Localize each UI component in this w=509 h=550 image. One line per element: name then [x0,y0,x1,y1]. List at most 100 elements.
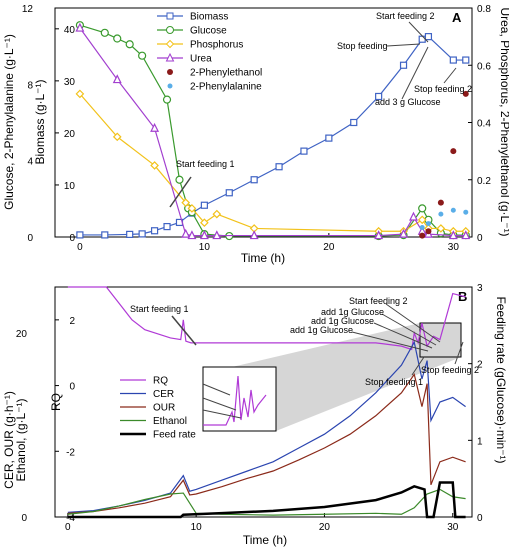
data-point-urea [181,228,191,238]
data-point-2-phenylalanine [438,211,444,217]
data-point-biomass [101,231,109,239]
data-point-glucose [100,28,109,37]
ann-b-add-glucose-1: add 1g Glucose [321,307,384,317]
ann-a-add-glucose-arrow [401,46,429,100]
data-point-phosphorus [181,198,191,207]
data-point-phosphorus [212,209,222,219]
y-left-inner-tick-label: 2 [69,316,75,327]
y-left-outer-tick-label: 0 [27,233,33,244]
panel-a-ylabel-left: Glucose, 2-Phenylalanine (g·L⁻¹) [2,34,16,210]
panel-a-chart: A Time (h) Glucose, 2-Phenylalanine (g·L… [2,4,509,265]
panel-a-ylabel-biomass: Biomass (g·L⁻¹) [33,79,47,164]
y-left-inner-tick-label: 0 [69,382,75,393]
ann-b-add-glucose-2-arrow [373,322,433,349]
data-point-biomass [449,56,457,64]
data-point-phosphorus [75,89,85,99]
y-left-outer-tick-label: 8 [27,80,33,91]
legend-item-our: OUR [120,403,175,414]
ann-a-stop-feeding-2: Stop feeding 2 [414,84,472,94]
y-left-inner-tick-label: -4 [66,513,75,524]
ann-b-start-feeding-2: Start feeding 2 [349,296,408,306]
legend-label-glucose: Glucose [190,26,227,37]
legend-marker-2-phenylethanol [167,69,173,75]
zoom-inset-arrow-3 [202,409,242,419]
data-point-2-phenylalanine [425,221,431,227]
legend-item-2-phenylethanol: 2-Phenylethanol [167,68,262,79]
data-point-urea [461,230,471,240]
series-line-phosphorus [79,93,466,232]
data-point-biomass [424,33,433,41]
y-right-tick-label: 0 [477,513,483,524]
x-tick-label: 10 [191,522,203,533]
y-left-inner-tick-label: 30 [64,77,76,88]
data-point-biomass [200,201,208,209]
data-point-glucose [138,51,147,60]
zoom-inset-arrow-1 [202,383,231,396]
data-point-urea [448,230,458,240]
series-line-biomass [79,35,466,236]
ann-a-start-feeding-2: Start feeding 2 [376,11,435,21]
y-right-tick-label: 0.8 [477,4,491,15]
data-point-phosphorus [112,132,122,142]
panel-a-label: A [452,10,462,25]
zoom-projection [232,323,461,431]
zoom-inset-rq-line [203,375,267,426]
data-point-biomass [325,134,333,142]
y-left-inner-tick-label: 0 [69,233,75,244]
legend-item-biomass: Biomass [157,12,228,23]
legend-item-urea: Urea [157,52,212,65]
legend-label-biomass: Biomass [190,12,228,23]
panel-b-frame [54,286,473,518]
x-tick-label: 30 [448,242,460,253]
ann-b-stop-feeding-1-arrow [411,356,425,376]
y-right-tick-label: 1 [477,436,483,447]
ann-b-add-glucose-2: add 1g Glucose [311,316,374,326]
ann-a-stop-feeding-arrow [386,43,421,47]
legend-marker-glucose [166,26,174,34]
ann-b-start-feeding-1-arrow [171,315,197,346]
y-right-tick-label: 3 [477,283,483,294]
panel-a-ylabel-right: Urea, Phosphorus, 2-Phenylethanol (g·L⁻¹… [498,7,509,236]
data-point-glucose [175,175,184,184]
data-point-2-phenylalanine [463,209,469,215]
legend-marker-urea [165,52,175,62]
y-right-tick-label: 2 [477,360,483,371]
ann-a-start-feeding-1: Start feeding 1 [176,159,235,169]
legend-item-ethanol: Ethanol [120,416,187,427]
panel-a-xlabel: Time (h) [241,251,285,265]
data-point-phosphorus [150,161,159,170]
legend-marker-biomass [166,12,174,20]
data-point-biomass [350,118,358,127]
panel-b-annotations: Start feeding 1 Start feeding 2 add 1g G… [130,296,479,387]
series-glucose [75,21,470,241]
data-point-urea [187,230,197,240]
legend-label-cer: CER [153,389,174,400]
panel-b-xlabel: Time (h) [243,533,287,547]
ann-a-add-glucose: add 3 g Glucose [375,97,441,107]
legend-label-ethanol: Ethanol [153,416,187,427]
x-tick-label: 0 [65,522,71,533]
ann-a-stop-feeding: Stop feeding [337,41,388,51]
ann-b-add-glucose-3-arrow [351,331,429,352]
series-2-phenylethanol [419,90,469,239]
data-point-phosphorus [187,204,197,213]
series-line-glucose [79,24,466,237]
data-point-biomass [375,92,383,101]
panel-b-ylabel-right: Feeding rate (gGlucose)·min⁻¹) [494,296,508,463]
data-point-biomass [275,163,283,171]
data-point-phosphorus [200,218,209,228]
panel-b-legend: RQ CER OUR Ethanol Feed rate [120,376,196,441]
panel-b-ylabel-ethanol: Ethanol, (g·L⁻¹) [14,398,28,481]
legend-item-rq: RQ [120,376,168,387]
ann-b-stop-feeding-2: Stop feeding 2 [421,365,479,375]
legend-label-phosphorus: Phosphorus [190,40,243,51]
data-point-biomass [163,222,171,231]
series-phosphorus [75,89,471,236]
panel-b-ylabel-rq: RQ [49,393,63,411]
data-point-biomass [462,56,470,64]
data-point-urea [150,122,160,132]
data-point-biomass [138,230,146,238]
series-line-feed-rate [67,481,466,519]
data-point-glucose [113,34,122,43]
